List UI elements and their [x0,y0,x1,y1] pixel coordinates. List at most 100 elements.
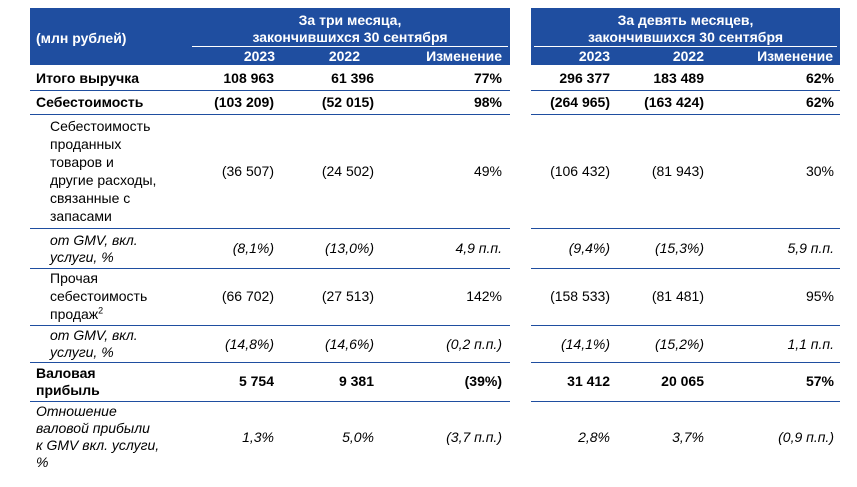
row-label-gross-profit-2: прибыль [36,382,100,398]
cell-gross-profit-n-change: 57% [805,373,834,389]
cell-gross-margin-q-2022: 5,0% [342,429,374,445]
rule [30,362,510,363]
cell-other-cost-q-change: 142% [466,288,502,304]
cell-gross-margin-q-change: (3,7 п.п.) [446,429,502,445]
cell-other-cost-q-2022: (27 513) [321,288,374,304]
cell-other-gmv-q-2023: (14,8%) [224,336,274,352]
cell-cogs-n-2023: (106 432) [550,163,610,179]
cell-revenue-n-2022: 183 489 [653,70,704,86]
row-label-cogs-3: товаров и [50,154,114,170]
rule [531,325,840,326]
cell-cost-n-change: 62% [805,94,834,110]
cell-revenue-n-2023: 296 377 [559,70,610,86]
cell-revenue-q-2023: 108 963 [223,70,274,86]
cell-cogs-q-2022: (24 502) [321,163,374,179]
cell-cost-n-2022: (163 424) [644,94,704,110]
row-label-other-cost-2: себестоимость [50,288,148,304]
col-header-2023-n: 2023 [578,48,610,64]
cell-cogs-gmv-q-2022: (13,0%) [324,240,374,256]
group1-underline [192,46,508,47]
col-header-2023-q: 2023 [243,48,275,64]
col-header-change-n: Изменение [757,48,833,64]
group2-title-line1: За девять месяцев, [617,12,754,28]
rule [30,228,510,229]
row-label-cogs-4: другие расходы, [50,172,157,188]
cell-gross-margin-n-change: (0,9 п.п.) [778,429,834,445]
cell-gross-profit-q-2023: 5 754 [238,373,274,389]
row-label-cogs-gmv-1: от GMV, вкл. [50,232,138,248]
footnote-marker: 2 [98,305,104,316]
row-label-other-gmv-2: услуги, % [50,344,114,360]
row-label-other-cost-3: продаж2 [50,306,103,323]
cell-revenue-q-change: 77% [473,70,502,86]
cell-other-gmv-q-2022: (14,6%) [324,336,374,352]
cell-other-gmv-n-2023: (14,1%) [560,336,610,352]
cell-cogs-q-change: 49% [473,163,502,179]
rule [531,268,840,269]
row-label-gross-margin-3: к GMV вкл. услуги, [36,437,160,453]
rule [531,401,840,402]
cell-gross-profit-n-2022: 20 065 [661,373,704,389]
cell-cogs-gmv-n-2022: (15,3%) [654,240,704,256]
col-header-change-q: Изменение [426,48,502,64]
row-label-cogs-2: проданных [50,136,122,152]
rule [30,325,510,326]
rule [30,114,510,115]
cell-cogs-q-2023: (36 507) [221,163,274,179]
rule [531,114,840,115]
cell-cogs-gmv-n-2023: (9,4%) [568,240,610,256]
row-label-cost: Себестоимость [36,94,144,110]
row-label-gross-profit-1: Валовая [36,365,96,381]
col-header-2022-q: 2022 [328,48,360,64]
rule [30,90,510,91]
row-label-gross-margin-4: % [36,454,49,470]
units-label: (млн рублей) [36,30,127,46]
row-label-cogs-5: связанные с [50,190,131,206]
cell-gross-profit-q-change: (39%) [464,373,502,389]
cell-other-cost-q-2023: (66 702) [221,288,274,304]
group2-title-line2: закончившихся 30 сентября [588,29,783,45]
row-label-other-gmv-1: от GMV, вкл. [50,327,138,343]
cell-cost-q-2023: (103 209) [214,94,274,110]
rule [30,268,510,269]
cell-cost-n-2023: (264 965) [550,94,610,110]
group1-title-line2: закончившихся 30 сентября [252,29,448,45]
cell-other-cost-n-2022: (81 481) [651,288,704,304]
cell-other-cost-n-2023: (158 533) [550,288,610,304]
rule [531,228,840,229]
header-bar-left [30,8,510,65]
row-label-cogs-gmv-2: услуги, % [50,249,114,265]
cell-cost-q-2022: (52 015) [321,94,374,110]
cell-cogs-n-change: 30% [805,163,834,179]
header-bar-right [531,8,840,65]
rule [531,362,840,363]
cell-gross-margin-q-2023: 1,3% [242,429,274,445]
rule [30,401,510,402]
cell-other-gmv-q-change: (0,2 п.п.) [446,336,502,352]
cell-cogs-gmv-n-change: 5,9 п.п. [787,240,834,256]
row-label-other-cost-3-text: продаж [50,306,99,322]
cell-cost-q-change: 98% [473,94,502,110]
cell-gross-margin-n-2022: 3,7% [672,429,704,445]
row-label-gross-margin-1: Отношение [36,403,117,419]
cell-gross-profit-n-2023: 31 412 [567,373,610,389]
cell-cogs-n-2022: (81 943) [651,163,704,179]
cell-other-cost-n-change: 95% [805,288,834,304]
cell-revenue-n-change: 62% [805,70,834,86]
group1-title-line1: За три месяца, [298,12,402,28]
cell-gross-margin-n-2023: 2,8% [578,429,610,445]
col-header-2022-n: 2022 [672,48,704,64]
row-label-other-cost-1: Прочая [50,270,98,286]
row-label-cogs-6: запасами [50,208,112,224]
cell-other-gmv-n-change: 1,1 п.п. [787,336,834,352]
group2-underline [534,46,837,47]
cell-cogs-gmv-q-2023: (8,1%) [232,240,274,256]
cell-gross-profit-q-2022: 9 381 [338,373,374,389]
cell-revenue-q-2022: 61 396 [331,70,374,86]
row-label-revenue: Итого выручка [36,70,140,86]
row-label-cogs-1: Себестоимость [50,118,151,134]
cell-other-gmv-n-2022: (15,2%) [654,336,704,352]
rule [531,90,840,91]
cell-cogs-gmv-q-change: 4,9 п.п. [455,240,502,256]
